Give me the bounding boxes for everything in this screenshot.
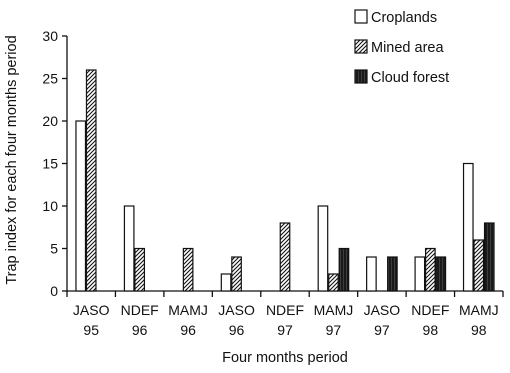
bar-croplands [75,120,87,292]
y-axis-title: Trap index for each four months period [4,35,20,284]
bar-croplands [366,256,377,292]
bar-cloud-forest [338,247,350,292]
bar-cloud-forest [483,222,495,292]
legend-label: Mined area [371,40,444,56]
y-tick-label: 0 [50,283,58,299]
x-tick-label: MAMJ 98 [459,302,499,338]
x-tick-label: JASO 96 [218,302,255,338]
x-axis-title: Four months period [222,350,348,366]
bar-mined-area [328,273,339,292]
bar-mined-area [473,239,485,292]
bar-croplands [414,256,426,292]
legend-swatch [354,39,368,54]
y-tick-label: 15 [42,156,58,172]
y-tick-label: 10 [42,198,58,214]
x-tick-label: NDEF 98 [411,302,449,338]
y-tick-label: 25 [42,71,58,87]
x-tick-label: NDEF 96 [121,302,159,338]
x-tick-label: JASO 95 [73,302,110,338]
bar-cloud-forest [387,256,398,292]
bar-cloud-forest [435,256,447,292]
legend: Croplands Mined area Cloud forest [354,9,449,86]
y-axis: 0 5 10 15 20 25 30 [42,28,68,299]
bar-croplands [317,205,329,292]
x-tick-label: NDEF 97 [266,302,304,338]
x-tick-label: JASO 97 [364,302,401,338]
legend-swatch [354,69,368,84]
bar-croplands [462,162,474,292]
x-tick-label: MAMJ 97 [314,302,354,338]
bar-mined-area [85,69,97,292]
bar-croplands [123,205,135,292]
bar-mined-area [279,222,291,292]
bar-mined-area [231,256,242,292]
bar-mined-area [182,247,194,292]
bar-mined-area [424,247,436,292]
x-tick-label: MAMJ 96 [168,302,208,338]
y-tick-label: 20 [42,113,58,129]
bar-croplands [220,273,232,292]
bars [75,69,495,292]
legend-label: Croplands [371,10,437,26]
legend-swatch [354,9,368,24]
legend-label: Cloud forest [371,70,449,86]
y-tick-label: 30 [42,28,58,44]
y-tick-label: 5 [50,241,58,257]
bar-mined-area [134,247,146,292]
